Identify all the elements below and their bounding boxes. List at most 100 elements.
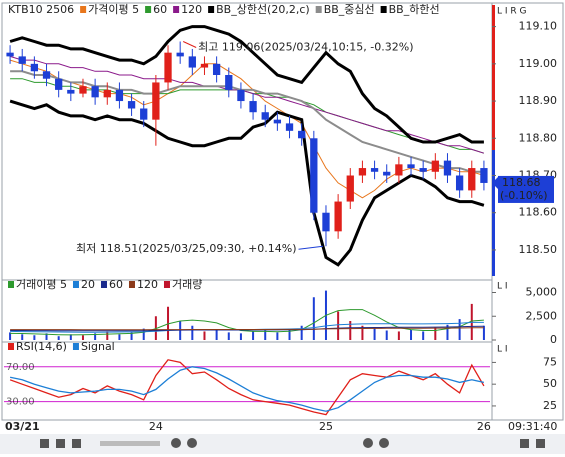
- toolbar: [0, 434, 565, 454]
- y-tick-label: 75: [543, 355, 557, 368]
- legend-label: 60: [109, 278, 123, 291]
- candle-body: [322, 212, 330, 232]
- candle-body: [164, 52, 172, 83]
- y-tick-label: 119.10: [519, 20, 558, 33]
- annotation-arrow: [298, 245, 324, 250]
- volume-bar: [215, 329, 218, 340]
- candle-body: [67, 89, 75, 94]
- volume-bar: [300, 325, 303, 340]
- legend-key: [72, 281, 79, 288]
- btn-first[interactable]: [40, 439, 49, 448]
- x-tick-label: 24: [149, 420, 163, 433]
- annotation: 최저 118.51(2025/03/25,09:30, +0.14%): [76, 242, 297, 255]
- current-price-pointer: [492, 176, 498, 189]
- candle-body: [383, 171, 391, 176]
- legend-key: [128, 281, 135, 288]
- legend-label: 120: [137, 278, 158, 291]
- legend-label: BB_하한선: [389, 2, 440, 16]
- volume-bar: [422, 331, 425, 340]
- scrollbar[interactable]: [100, 441, 160, 446]
- x-tick-label: 26: [477, 420, 491, 433]
- candle-body: [140, 108, 148, 120]
- legend-label: 120: [181, 3, 202, 16]
- volume-bar: [191, 325, 194, 340]
- candle-body: [55, 78, 63, 90]
- candle-body: [237, 89, 245, 102]
- chart-title: KTB10 2506: [8, 3, 74, 16]
- volume-bar: [106, 331, 109, 340]
- current-price: 118.68: [502, 176, 541, 189]
- volume-bar: [57, 336, 60, 340]
- axis-buttons[interactable]: L I R G: [497, 7, 527, 17]
- candle-body: [127, 101, 136, 109]
- legend-label: BB_상한선(20,2,c): [216, 3, 310, 16]
- candle-body: [176, 52, 184, 57]
- legend-key: [8, 343, 14, 350]
- btn-plus[interactable]: [379, 438, 389, 448]
- candle-body: [346, 175, 354, 202]
- candle-body: [42, 71, 51, 79]
- annotation-arrow: [182, 41, 197, 48]
- candle-body: [152, 82, 160, 120]
- axis-buttons[interactable]: L I: [497, 282, 508, 292]
- x-tick-label: 25: [319, 420, 333, 433]
- btn-minus[interactable]: [363, 438, 373, 448]
- btn-prev[interactable]: [72, 439, 81, 448]
- candle-body: [273, 119, 282, 124]
- candle-body: [261, 112, 269, 120]
- legend-key: [315, 6, 322, 13]
- toolbar-icons[interactable]: [40, 438, 545, 448]
- y-tick-label: 118.60: [519, 206, 558, 219]
- btn-pause[interactable]: [56, 439, 65, 448]
- legend-key: [145, 6, 152, 13]
- candle-body: [455, 175, 464, 191]
- legend-key: [80, 6, 87, 13]
- y-tick-label: 118.80: [519, 131, 558, 144]
- candle-body: [395, 164, 403, 176]
- volume-bar: [434, 327, 437, 340]
- volume-bar: [69, 334, 72, 340]
- legend-key: [8, 281, 14, 288]
- candle-body: [298, 130, 306, 139]
- volume-bar: [264, 330, 267, 340]
- annotation: 최고 119.06(2025/03/24,10:15, -0.32%): [198, 41, 413, 54]
- rsi-line: [9, 366, 485, 412]
- current-change: (-0.10%): [500, 189, 548, 202]
- x-tick-label: 03/21: [5, 420, 40, 433]
- candle-body: [115, 89, 124, 102]
- legend-label: RSI(14,6): [16, 340, 67, 353]
- candle-body: [212, 63, 221, 75]
- candle-body: [249, 101, 257, 113]
- volume-bar: [94, 333, 97, 340]
- volume-bar: [288, 328, 291, 340]
- y-tick-label: 2,500: [526, 309, 558, 322]
- indicator-line: [9, 59, 485, 199]
- legend-label: BB_중심선: [324, 3, 375, 16]
- volume-bar: [446, 324, 449, 340]
- volume-bar: [276, 332, 279, 340]
- legend-key: [72, 343, 79, 350]
- candle-body: [431, 160, 439, 172]
- volume-bar: [203, 331, 206, 340]
- candle-body: [443, 160, 452, 176]
- level-label: 30.00: [6, 397, 35, 408]
- clock: 09:31:40: [508, 420, 557, 433]
- legend-key: [208, 6, 215, 13]
- candle-body: [358, 168, 367, 176]
- btn-zoom-out[interactable]: [171, 438, 181, 448]
- axis-buttons[interactable]: L I: [497, 345, 508, 355]
- indicator-line: [9, 99, 485, 267]
- legend-label: 60: [153, 3, 167, 16]
- volume-bar: [385, 330, 388, 340]
- candle-body: [370, 168, 379, 172]
- btn-help[interactable]: [536, 439, 545, 448]
- btn-settings[interactable]: [520, 439, 529, 448]
- candle-body: [334, 201, 342, 232]
- volume-bar: [142, 328, 145, 340]
- volume-bar: [397, 331, 400, 340]
- volume-bar: [252, 331, 255, 340]
- btn-zoom-in[interactable]: [187, 438, 197, 448]
- volume-bar: [410, 329, 413, 340]
- indicator-line: [9, 25, 484, 144]
